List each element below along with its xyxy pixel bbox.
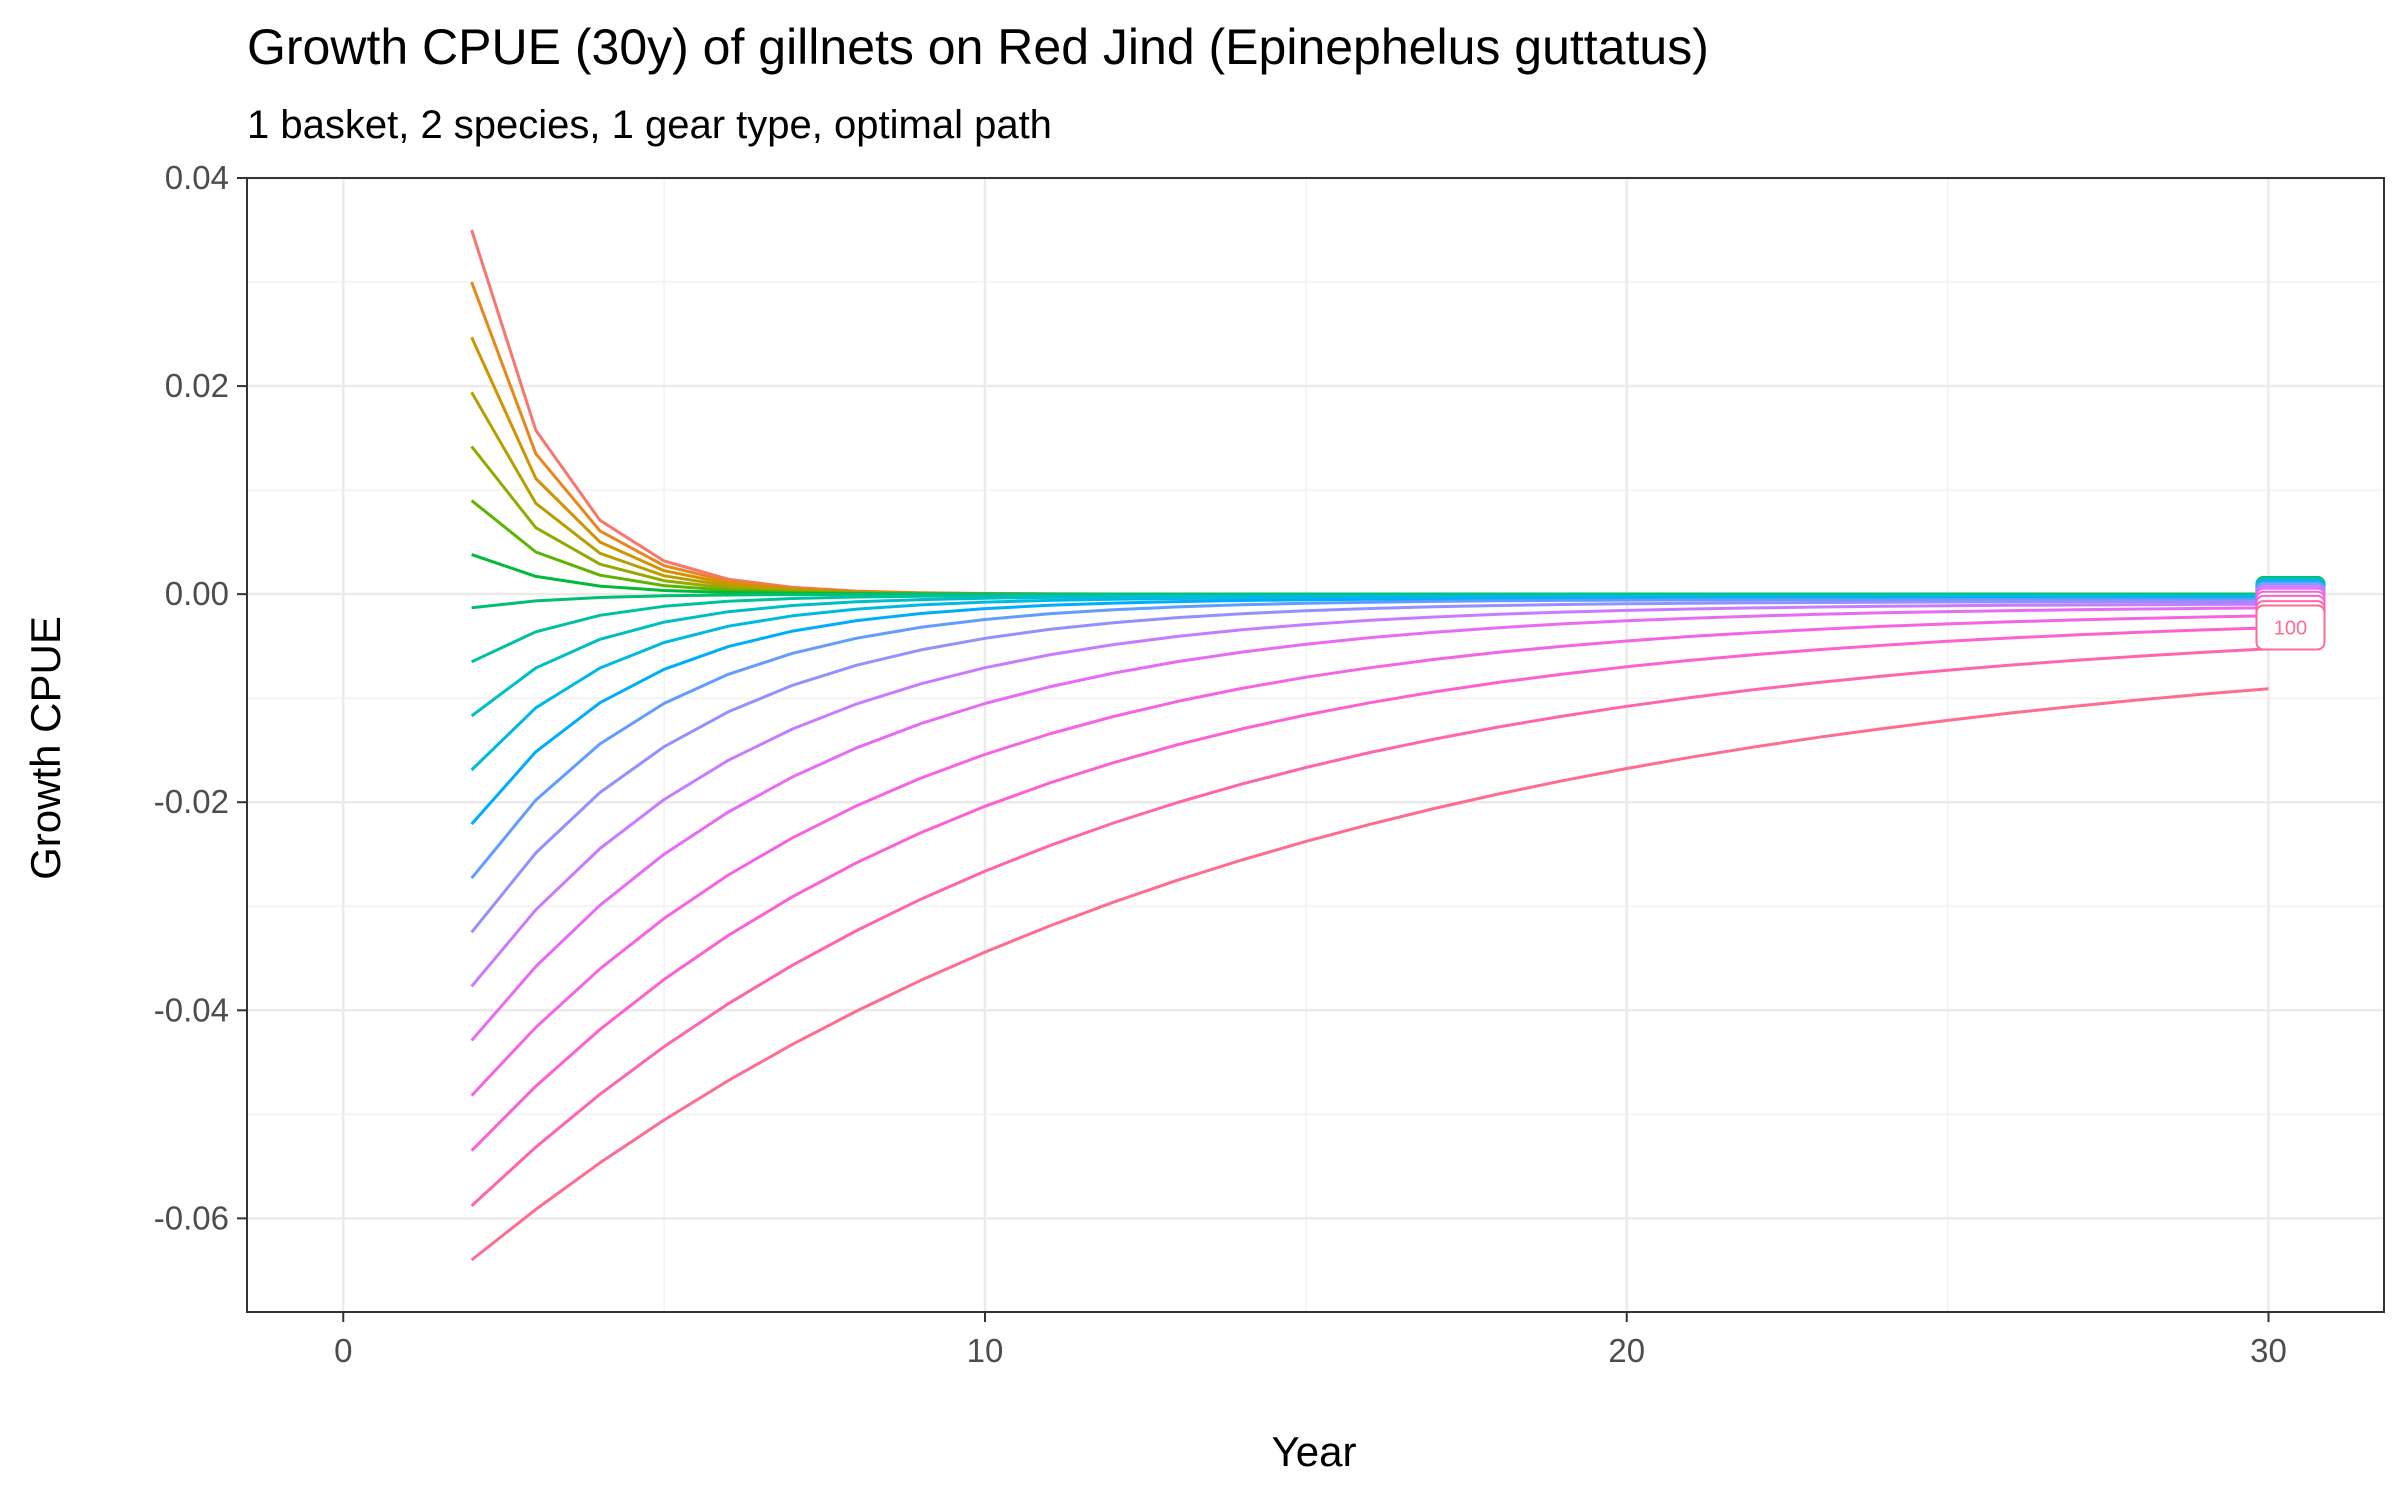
end-label-text: 100 <box>2274 617 2307 639</box>
series-line <box>470 445 2269 596</box>
series-line <box>470 597 2269 880</box>
x-axis: 0 10 20 30 <box>334 1312 2287 1369</box>
series-line <box>470 281 2269 596</box>
chart-subtitle: 1 basket, 2 species, 1 gear type, optima… <box>247 103 1052 147</box>
series-line <box>470 391 2269 596</box>
y-tick-label: 0.02 <box>165 367 229 404</box>
x-tick-label: 20 <box>1608 1332 1645 1369</box>
series-line <box>470 600 2269 934</box>
series-line <box>470 626 2269 1152</box>
panel: 100 <box>246 176 2385 1313</box>
y-tick-label: -0.04 <box>154 991 229 1028</box>
x-tick-label: 0 <box>334 1332 352 1369</box>
y-axis-title: Growth CPUE <box>22 616 69 880</box>
y-tick-label: -0.06 <box>154 1199 229 1236</box>
y-tick-label: -0.02 <box>154 783 229 820</box>
grid-lines <box>247 176 2384 1312</box>
x-axis-title: Year <box>1272 1428 1357 1475</box>
series-line <box>470 606 2269 1042</box>
series-line <box>470 596 2269 826</box>
series-line <box>470 602 2269 988</box>
series-line <box>470 614 2269 1097</box>
panel-border <box>246 177 2385 1313</box>
series-line <box>470 336 2269 596</box>
x-tick-label: 30 <box>2250 1332 2287 1369</box>
y-tick-label: 0.04 <box>165 159 229 196</box>
series-line <box>470 687 2269 1262</box>
series-lines <box>470 229 2269 1262</box>
y-tick-label: 0.00 <box>165 575 229 612</box>
series-line <box>470 647 2269 1208</box>
y-axis: 0.04 0.02 0.00 -0.02 -0.04 -0.06 <box>154 159 247 1236</box>
chart-title: Growth CPUE (30y) of gillnets on Red Jin… <box>247 19 1709 75</box>
end-labels: 100 <box>2255 576 2326 651</box>
end-label-box <box>2255 604 2326 651</box>
x-tick-label: 10 <box>967 1332 1004 1369</box>
series-line <box>470 229 2269 596</box>
